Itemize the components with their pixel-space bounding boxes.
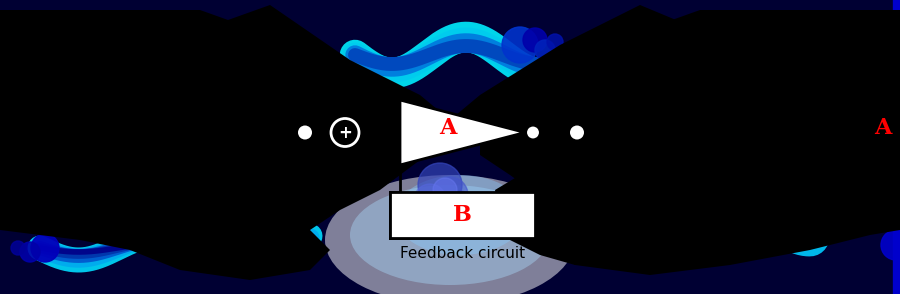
Circle shape (418, 163, 462, 207)
Circle shape (502, 27, 538, 63)
Circle shape (432, 177, 468, 213)
Polygon shape (495, 175, 620, 265)
Bar (390, 192, 535, 238)
Circle shape (523, 28, 547, 52)
Circle shape (810, 195, 830, 215)
Polygon shape (0, 10, 420, 280)
Circle shape (526, 126, 540, 139)
Circle shape (331, 118, 359, 146)
Polygon shape (480, 10, 900, 275)
Polygon shape (200, 5, 700, 140)
Circle shape (446, 191, 474, 219)
Text: A: A (439, 116, 456, 138)
Text: +: + (338, 123, 352, 141)
Ellipse shape (350, 185, 550, 285)
Circle shape (547, 34, 563, 50)
Text: Feedback circuit: Feedback circuit (400, 246, 525, 261)
Circle shape (835, 203, 865, 233)
Circle shape (858, 200, 882, 224)
Circle shape (570, 126, 584, 139)
Circle shape (884, 198, 900, 222)
Circle shape (414, 184, 446, 216)
Circle shape (433, 178, 457, 202)
Circle shape (298, 126, 312, 139)
Circle shape (815, 195, 855, 235)
Ellipse shape (325, 175, 575, 294)
Circle shape (535, 40, 555, 60)
Text: B: B (453, 204, 472, 226)
Polygon shape (400, 100, 525, 165)
Circle shape (877, 212, 893, 228)
Circle shape (881, 230, 900, 260)
Circle shape (11, 241, 25, 255)
Circle shape (31, 234, 59, 262)
Circle shape (20, 242, 40, 262)
Ellipse shape (395, 175, 525, 255)
Circle shape (881, 165, 900, 195)
Text: A: A (874, 116, 892, 138)
